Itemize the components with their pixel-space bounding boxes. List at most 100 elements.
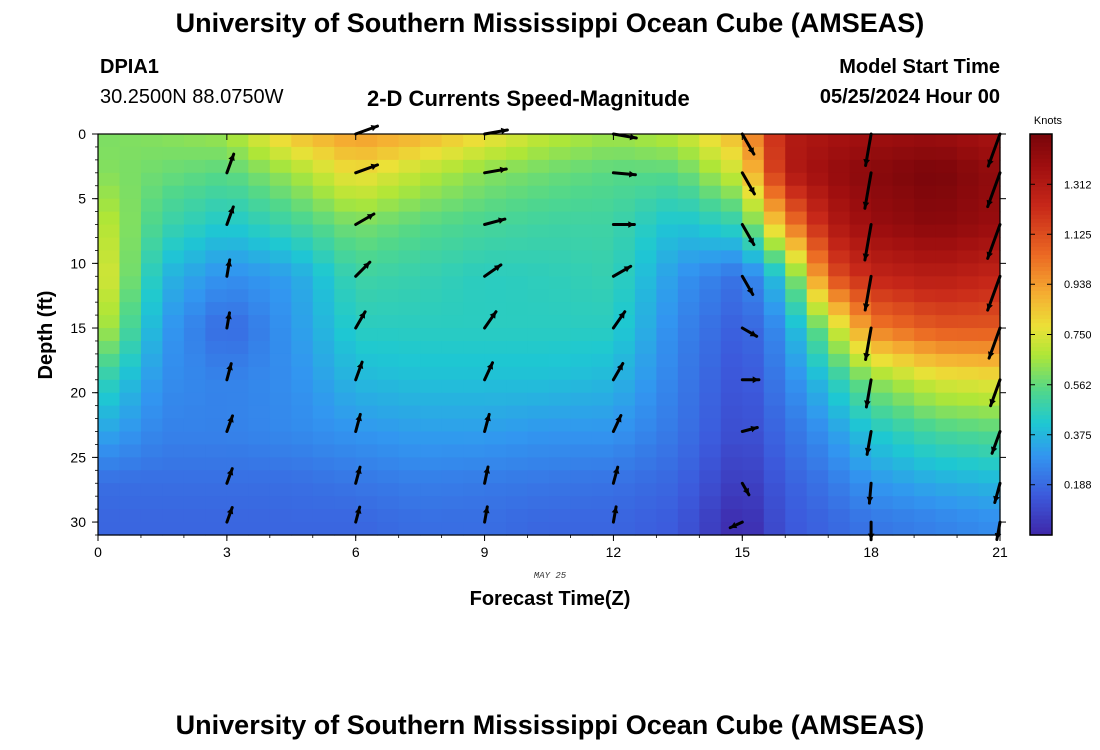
heatmap-cell (828, 146, 851, 161)
heatmap-cell (162, 134, 185, 148)
heatmap-cell (162, 211, 185, 226)
heatmap-cell (162, 509, 185, 523)
heatmap-cell (591, 431, 615, 446)
heatmap-cell (527, 328, 550, 342)
colorbar-segment (1030, 394, 1052, 400)
heatmap-cell (892, 366, 915, 381)
heatmap-cell (763, 237, 786, 252)
heatmap-cell (549, 159, 572, 174)
colorbar-segment (1030, 166, 1052, 171)
x-tick-label: 18 (863, 544, 879, 560)
heatmap-cell (527, 379, 550, 394)
heatmap-cell (656, 431, 679, 446)
heatmap-cell (269, 444, 292, 458)
heatmap-cell (140, 211, 164, 226)
heatmap-cell (463, 496, 486, 510)
heatmap-cell (849, 263, 872, 277)
heatmap-cell (570, 522, 593, 536)
colorbar-segment (1030, 458, 1052, 464)
heatmap-cell (377, 405, 400, 420)
heatmap-cell (183, 483, 206, 497)
heatmap-cell (699, 185, 722, 200)
heatmap-cell (549, 522, 572, 536)
heatmap-cell (656, 379, 679, 394)
heatmap-cell (613, 522, 636, 536)
current-vector-head (612, 467, 620, 474)
heatmap-cell (527, 418, 550, 433)
heatmap-cell (591, 211, 615, 226)
colorbar-tick-label: 1.312 (1064, 179, 1092, 191)
heatmap-cell (871, 172, 894, 187)
heatmap-cell (656, 522, 679, 536)
heatmap-cell (849, 470, 872, 484)
heatmap-cell (871, 289, 894, 303)
colorbar-segment (1030, 446, 1052, 452)
heatmap-cell (506, 470, 529, 484)
heatmap-cell (334, 328, 357, 342)
heatmap-cell (720, 418, 743, 433)
heatmap-cell (763, 159, 786, 174)
heatmap-cell (119, 483, 142, 497)
heatmap-cell (140, 405, 164, 420)
date-label: MAY 25 (534, 571, 567, 581)
heatmap-cell (935, 289, 958, 303)
colorbar-segment (1030, 510, 1052, 516)
heatmap-cell (98, 522, 121, 536)
heatmap-cell (248, 431, 271, 446)
heatmap-cell (291, 418, 314, 433)
heatmap-cell (763, 496, 786, 510)
chart-subtitle: 2-D Currents Speed-Magnitude (367, 86, 690, 111)
colorbar-segment (1030, 454, 1052, 460)
colorbar-segment (1030, 334, 1052, 340)
heatmap-cell (634, 185, 657, 200)
heatmap-cell (763, 315, 786, 329)
heatmap-cell (806, 340, 829, 355)
heatmap-cell (398, 379, 421, 394)
heatmap-cell (914, 315, 937, 329)
heatmap-cell (656, 276, 679, 290)
colorbar-segment (1030, 242, 1052, 247)
heatmap-cell (140, 444, 164, 458)
heatmap-cell (312, 224, 335, 239)
heatmap-cell (98, 302, 121, 316)
heatmap-cell (720, 470, 743, 484)
heatmap-cell (699, 340, 722, 355)
heatmap-cell (785, 340, 808, 355)
heatmap-cell (420, 509, 443, 523)
colorbar-segment (1030, 174, 1052, 179)
heatmap-cell (441, 431, 464, 446)
heatmap-cell (269, 340, 292, 355)
heatmap-cell (806, 159, 829, 174)
heatmap-cell (98, 431, 121, 446)
heatmap-cell (892, 405, 915, 420)
heatmap-cell (291, 302, 314, 316)
heatmap-cell (98, 470, 121, 484)
heatmap-cell (334, 340, 357, 355)
heatmap-cell (312, 457, 335, 471)
current-vector-head (866, 496, 874, 504)
heatmap-cell (806, 328, 829, 342)
heatmap-cell (140, 328, 164, 342)
heatmap-cell (634, 172, 657, 187)
heatmap-cell (763, 431, 786, 446)
heatmap-cell (914, 366, 937, 381)
current-vector-head (988, 351, 995, 359)
colorbar-segment (1030, 138, 1052, 143)
heatmap-cell (248, 146, 271, 161)
heatmap-cell (806, 211, 829, 226)
heatmap-cell (269, 328, 292, 342)
heatmap-cell (978, 444, 1001, 458)
heatmap-cell (914, 418, 937, 433)
heatmap-cell (720, 379, 743, 394)
heatmap-cell (334, 483, 357, 497)
heatmap-cell (377, 379, 400, 394)
heatmap-cell (441, 237, 464, 252)
heatmap-cell (205, 159, 228, 174)
heatmap-cell (720, 198, 743, 213)
heatmap-cell (355, 134, 378, 148)
heatmap-cell (677, 431, 700, 446)
heatmap-cell (98, 172, 121, 187)
heatmap-cell (441, 483, 464, 497)
heatmap-cell (570, 146, 593, 161)
heatmap-cell (506, 509, 529, 523)
